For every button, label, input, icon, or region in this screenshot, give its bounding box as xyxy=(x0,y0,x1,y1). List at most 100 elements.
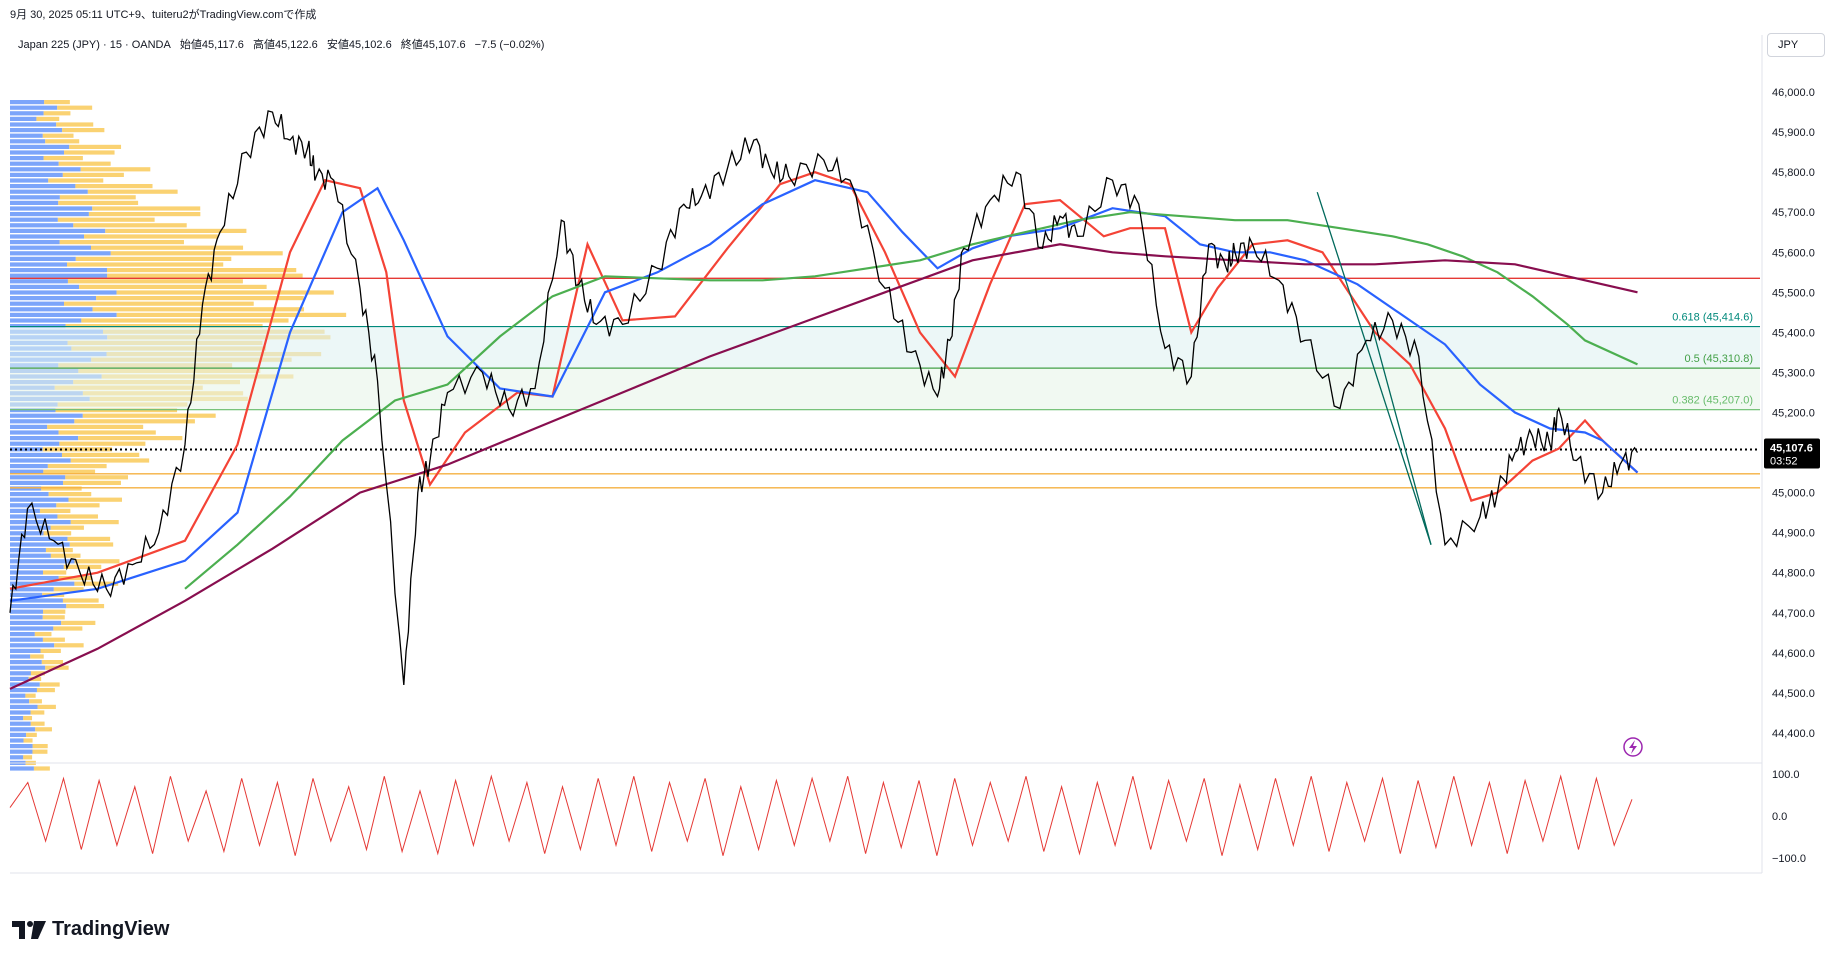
volume-profile-bar-sell xyxy=(43,156,83,161)
open-value: 始値45,117.6 xyxy=(179,39,244,51)
tradingview-logo[interactable]: TradingView xyxy=(12,918,169,941)
volume-profile-bar-sell xyxy=(64,150,115,155)
volume-profile-bar-buy xyxy=(10,105,58,110)
volume-profile-bar-sell xyxy=(110,251,283,256)
volume-profile-bar-buy xyxy=(10,312,117,317)
volume-profile-bar-buy xyxy=(10,223,74,228)
symbol-name[interactable]: Japan 225 (JPY) · 15 · OANDA xyxy=(18,39,171,51)
price-chart[interactable]: 0.618 (45,414.6) 0.5 (45,310.8) 0.382 (45,… xyxy=(0,0,1835,880)
volume-profile-bar-buy xyxy=(10,100,45,105)
tradingview-logo-text: TradingView xyxy=(52,918,170,940)
change-value: −7.5 (−0.02%) xyxy=(474,39,545,51)
volume-profile-bar-buy xyxy=(10,559,75,564)
volume-profile-bar-buy xyxy=(10,665,46,670)
volume-profile-bar-sell xyxy=(69,144,122,149)
lightning-icon[interactable] xyxy=(1623,737,1643,757)
volume-profile-bar-buy xyxy=(10,245,92,250)
volume-profile-bar-sell xyxy=(57,514,98,519)
volume-profile-bar-sell xyxy=(32,749,48,754)
volume-profile-bar-buy xyxy=(10,704,38,709)
oscillator-line xyxy=(9,774,1633,856)
volume-profile-bar-sell xyxy=(59,195,136,200)
volume-profile-bar-buy xyxy=(10,178,49,183)
volume-profile-bar-buy xyxy=(10,609,44,614)
volume-profile-bar-buy xyxy=(10,671,31,676)
volume-profile-bar-sell xyxy=(23,738,33,743)
volume-profile xyxy=(10,100,347,771)
y-tick-label: 45,200.0 xyxy=(1772,408,1815,420)
volume-profile-bar-buy xyxy=(10,654,31,659)
volume-profile-bar-sell xyxy=(91,245,244,250)
fib-zone-lower xyxy=(10,368,1760,410)
volume-profile-bar-buy xyxy=(10,548,46,553)
volume-profile-bar-sell xyxy=(57,217,155,222)
volume-profile-bar-buy xyxy=(10,150,65,155)
volume-profile-bar-buy xyxy=(10,430,59,435)
y-tick-label: 45,400.0 xyxy=(1772,327,1815,339)
volume-profile-bar-sell xyxy=(63,564,102,569)
volume-profile-bar-buy xyxy=(10,749,33,754)
volume-profile-bar-buy xyxy=(10,688,37,693)
volume-profile-bar-sell xyxy=(43,570,67,575)
volume-profile-bar-sell xyxy=(59,441,146,446)
volume-profile-bar-sell xyxy=(58,161,111,166)
volume-profile-bar-buy xyxy=(10,200,59,205)
y-tick-label: 44,800.0 xyxy=(1772,568,1815,580)
volume-profile-bar-buy xyxy=(10,167,81,172)
volume-profile-bar-sell xyxy=(65,475,128,480)
volume-profile-bar-buy xyxy=(10,436,79,441)
y-tick-label: 46,000.0 xyxy=(1772,87,1815,99)
volume-profile-bar-buy xyxy=(10,262,68,267)
volume-profile-bar-sell xyxy=(70,458,150,463)
volume-profile-bar-sell xyxy=(37,704,56,709)
volume-profile-bar-buy xyxy=(10,240,60,245)
volume-profile-bar-sell xyxy=(67,262,224,267)
volume-profile-bar-sell xyxy=(26,732,37,737)
volume-profile-bar-sell xyxy=(64,301,254,306)
moving-averages xyxy=(9,171,1639,690)
volume-profile-bar-buy xyxy=(10,228,106,233)
volume-profile-bar-buy xyxy=(10,290,117,295)
volume-profile-bar-buy xyxy=(10,693,26,698)
volume-profile-bar-sell xyxy=(53,587,84,592)
volume-profile-bar-buy xyxy=(10,503,57,508)
y-tick-label: 44,600.0 xyxy=(1772,648,1815,660)
chart-caption: 9月 30, 2025 05:11 UTC+9、tuiteru2がTrading… xyxy=(10,9,317,21)
volume-profile-bar-buy xyxy=(10,587,54,592)
volume-profile-bar-buy xyxy=(10,111,44,116)
oscillator-tick-label: 100.0 xyxy=(1772,769,1800,781)
volume-profile-bar-sell xyxy=(30,671,45,676)
volume-profile-bar-buy xyxy=(10,469,44,474)
last-price-marker: 45,107.603:52 xyxy=(1764,438,1820,469)
volume-profile-bar-buy xyxy=(10,497,69,502)
volume-profile-bar-sell xyxy=(50,553,81,558)
volume-profile-bar-buy xyxy=(10,480,64,485)
volume-profile-bar-sell xyxy=(39,508,71,513)
volume-profile-bar-sell xyxy=(67,536,111,541)
volume-profile-bar-buy xyxy=(10,172,63,177)
high-value: 高値45,122.6 xyxy=(252,39,318,51)
volume-profile-bar-sell xyxy=(79,284,267,289)
volume-profile-bar-sell xyxy=(56,122,94,127)
volume-profile-bar-sell xyxy=(30,710,45,715)
volume-profile-bar-sell xyxy=(59,240,184,245)
ma-line xyxy=(9,243,1638,690)
volume-profile-bar-sell xyxy=(61,452,140,457)
volume-profile-bar-sell xyxy=(47,424,144,429)
volume-profile-bar-sell xyxy=(74,581,119,586)
volume-profile-bar-buy xyxy=(10,492,49,497)
volume-profile-bar-buy xyxy=(10,626,54,631)
volume-profile-bar-sell xyxy=(87,189,178,194)
trendline xyxy=(1370,324,1432,545)
volume-profile-bar-buy xyxy=(10,592,43,597)
volume-profile-bar-sell xyxy=(30,721,45,726)
ma-line xyxy=(9,171,1639,590)
currency-button[interactable]: JPY xyxy=(1767,33,1825,57)
volume-profile-bar-buy xyxy=(10,542,70,547)
volume-profile-bar-sell xyxy=(116,290,334,295)
volume-profile-bar-sell xyxy=(48,178,104,183)
volume-profile-bar-sell xyxy=(25,693,36,698)
volume-profile-bar-sell xyxy=(42,637,65,642)
volume-profile-bar-sell xyxy=(42,133,74,138)
volume-profile-bar-sell xyxy=(44,100,70,105)
